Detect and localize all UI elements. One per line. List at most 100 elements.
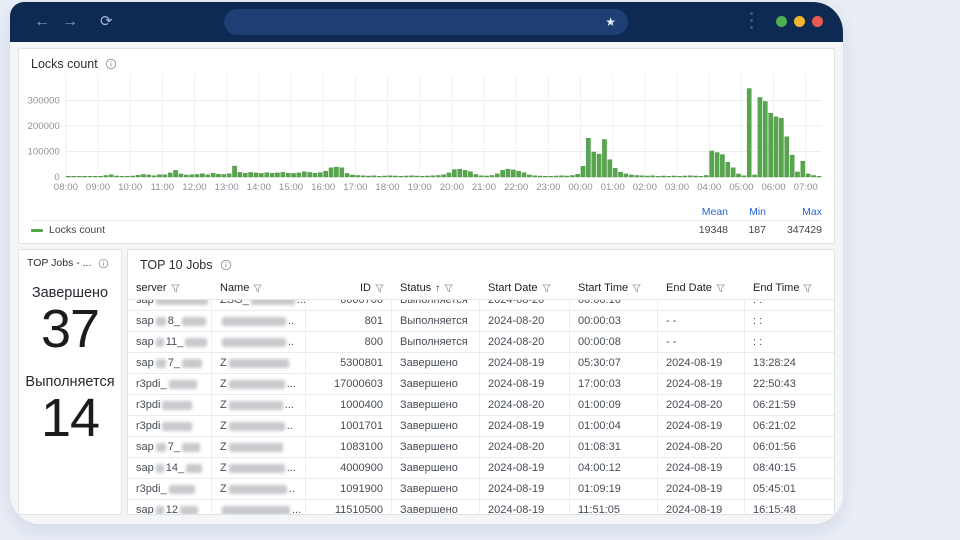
legend-series-name[interactable]: Locks count bbox=[49, 224, 106, 236]
redacted-text bbox=[155, 300, 208, 305]
bar bbox=[521, 172, 527, 178]
column-header-end-date[interactable]: End Date bbox=[658, 278, 745, 299]
bar bbox=[280, 172, 286, 178]
bar bbox=[500, 170, 505, 178]
cell-id: 11510500 bbox=[306, 500, 392, 514]
legend-header-min[interactable]: Min bbox=[749, 206, 766, 218]
cell-status: Завершено bbox=[392, 416, 480, 436]
cell-end-date: 2024-08-20 bbox=[658, 437, 745, 457]
filter-icon[interactable] bbox=[170, 283, 180, 293]
cell-status: Завершено bbox=[392, 353, 480, 373]
cell-end-time: 06:21:02 bbox=[753, 420, 796, 432]
window-control-red[interactable] bbox=[812, 16, 823, 27]
window-control-green[interactable] bbox=[776, 16, 787, 27]
bar bbox=[666, 175, 672, 178]
x-axis-tick: 11:00 bbox=[151, 182, 174, 193]
bookmark-star-icon[interactable]: ★ bbox=[605, 15, 616, 29]
cell-start-date: 2024-08-19 bbox=[480, 374, 570, 394]
x-axis-tick: 00:00 bbox=[568, 182, 592, 193]
cell-start-time: 01:09:19 bbox=[570, 479, 658, 499]
column-header-end-time[interactable]: End Time bbox=[745, 278, 834, 299]
bar bbox=[350, 174, 355, 178]
x-axis-tick: 02:00 bbox=[633, 182, 657, 193]
bar bbox=[645, 175, 650, 178]
browser-menu-icon[interactable] bbox=[750, 12, 753, 29]
cell-status: Завершено bbox=[392, 500, 480, 514]
bar bbox=[221, 174, 227, 178]
address-bar[interactable]: ★ bbox=[224, 9, 628, 35]
cell-start-time: 01:08:31 bbox=[570, 437, 658, 457]
refresh-button[interactable]: ⟳ bbox=[100, 13, 113, 30]
legend-header-max[interactable]: Max bbox=[802, 206, 822, 218]
filter-icon[interactable] bbox=[253, 283, 263, 293]
cell-end-date: 2024-08-19 bbox=[658, 458, 745, 478]
info-icon[interactable] bbox=[98, 258, 109, 269]
table-row: sap 7_ Z 1083100 Завершено 2024-08-20 01:08:31… bbox=[128, 437, 834, 458]
cell-start-date: 2024-08-20 bbox=[480, 395, 570, 415]
bar bbox=[612, 168, 618, 178]
filter-icon[interactable] bbox=[632, 283, 642, 293]
x-axis-tick: 01:00 bbox=[601, 182, 625, 193]
cell-start-date: 2024-08-19 bbox=[480, 458, 570, 478]
cell-end-time: 22:50:43 bbox=[753, 378, 796, 390]
cell-id: 1000400 bbox=[306, 395, 392, 415]
bar bbox=[398, 175, 404, 178]
bar bbox=[82, 175, 87, 178]
legend-header-mean[interactable]: Mean bbox=[701, 206, 728, 218]
column-header-server[interactable]: server bbox=[128, 278, 212, 299]
cell-start-time: 00:00:03 bbox=[570, 311, 658, 331]
column-header-start-date[interactable]: Start Date bbox=[480, 278, 570, 299]
sort-asc-icon[interactable]: ↑ bbox=[435, 282, 441, 294]
bar bbox=[355, 175, 361, 178]
bar bbox=[602, 139, 607, 178]
cell-id: 800 bbox=[306, 332, 392, 352]
bar bbox=[789, 154, 795, 178]
window-control-yellow[interactable] bbox=[794, 16, 805, 27]
bar bbox=[296, 172, 302, 178]
info-icon[interactable] bbox=[220, 259, 232, 271]
filter-icon[interactable] bbox=[803, 283, 813, 293]
cell-end-time: 13:28:24 bbox=[753, 357, 796, 369]
bar bbox=[752, 174, 757, 178]
redacted-text bbox=[222, 337, 286, 347]
cell-start-time: 01:00:04 bbox=[570, 416, 658, 436]
redacted-text bbox=[228, 421, 285, 431]
cell-server: r3pdi_ bbox=[128, 374, 212, 394]
panel-top-10-jobs-header[interactable]: TOP 10 Jobs bbox=[128, 250, 834, 278]
info-icon[interactable] bbox=[105, 58, 117, 70]
bar bbox=[623, 173, 629, 178]
x-axis-tick: 05:00 bbox=[729, 182, 753, 193]
column-header-start-time[interactable]: Start Time bbox=[570, 278, 658, 299]
cell-name: Z... bbox=[212, 458, 306, 478]
bar bbox=[194, 174, 200, 178]
bar bbox=[570, 175, 575, 178]
stat-completed: Завершено 37 bbox=[19, 285, 121, 358]
filter-icon[interactable] bbox=[541, 283, 551, 293]
column-header-status[interactable]: Status ↑ bbox=[392, 278, 480, 299]
bar bbox=[173, 170, 178, 178]
filter-icon[interactable] bbox=[375, 283, 384, 293]
locks-count-bar-chart[interactable]: 0 100000 200000 300000 08:00 09:00 10:00 11:00 1… bbox=[19, 73, 834, 205]
bar bbox=[784, 136, 790, 178]
cell-end-time: : : bbox=[753, 315, 763, 327]
y-axis-tick: 100000 bbox=[27, 147, 59, 158]
redacted-text bbox=[186, 463, 203, 473]
panel-locks-count-header[interactable]: Locks count bbox=[19, 49, 834, 73]
back-button[interactable]: ← bbox=[34, 13, 50, 30]
panel-top-jobs-stat-header[interactable]: TOP Jobs - ... bbox=[19, 250, 121, 269]
bar bbox=[505, 168, 511, 178]
filter-icon[interactable] bbox=[444, 283, 454, 293]
bar bbox=[301, 171, 307, 178]
cell-name: .. bbox=[212, 311, 306, 331]
panel-top-jobs-stat: TOP Jobs - ... Завершено 37 Выполняется … bbox=[18, 249, 122, 515]
redacted-text bbox=[168, 484, 195, 494]
table-row: r3pdi_ Z.. 1091900 Завершено 2024-08-19 01:09… bbox=[128, 479, 834, 500]
bar bbox=[275, 172, 280, 178]
forward-button[interactable]: → bbox=[62, 13, 78, 30]
bar bbox=[210, 172, 216, 178]
column-header-id[interactable]: ID bbox=[306, 278, 392, 299]
cell-server: r3pdi bbox=[128, 416, 212, 436]
bar bbox=[151, 175, 157, 178]
filter-icon[interactable] bbox=[715, 283, 725, 293]
column-header-name[interactable]: Name bbox=[212, 278, 306, 299]
